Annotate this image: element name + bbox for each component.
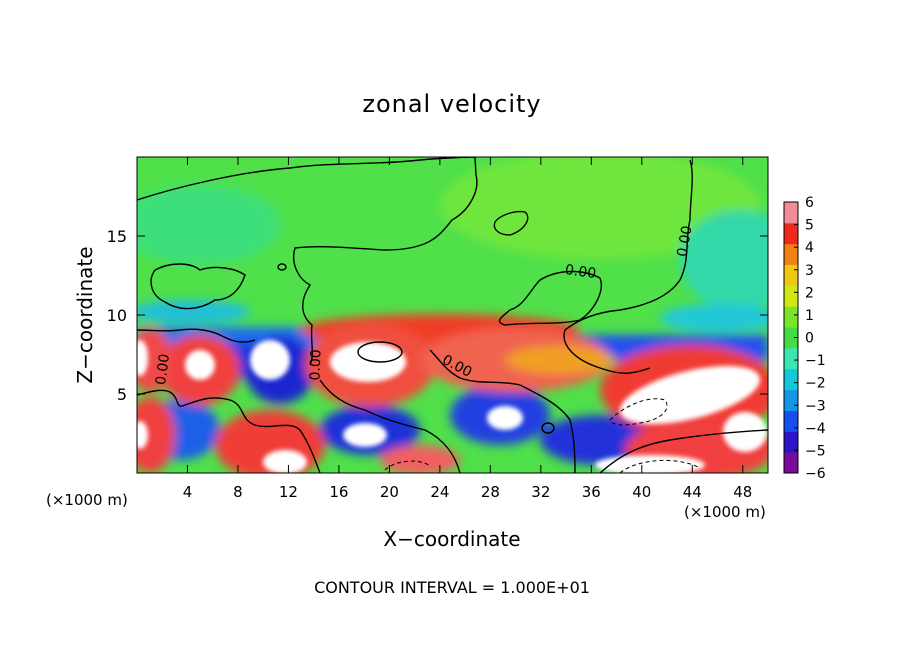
field-patch <box>595 455 705 473</box>
contour-line <box>357 341 403 363</box>
field-patch <box>619 365 761 425</box>
field-patch <box>137 340 148 376</box>
colorbar-tick-label: 5 <box>805 218 814 234</box>
contour-line <box>619 459 701 473</box>
field-patch <box>440 157 760 260</box>
x-tick-label: 44 <box>683 483 702 501</box>
x-tick-label: 4 <box>183 483 193 501</box>
contour-line <box>541 422 555 434</box>
field-patch <box>487 406 523 430</box>
plot-area: 0.00 0.00 0.00 0.00 0.00 <box>137 157 768 473</box>
colorbar-tick-label: −5 <box>805 443 826 459</box>
x-tick-label: 48 <box>733 483 752 501</box>
chart-title: zonal velocity <box>362 90 541 118</box>
x-tick-label: 16 <box>329 483 348 501</box>
x-axis: 4 8 12 16 20 24 28 32 36 40 44 48 <box>183 157 752 501</box>
colorbar-swatch <box>784 222 798 245</box>
field-patch <box>263 450 307 473</box>
colorbar-swatch <box>784 431 798 453</box>
colorbar-swatch <box>784 285 798 307</box>
field-patch <box>137 328 172 392</box>
contour-line <box>493 210 529 236</box>
contour-line <box>137 389 321 473</box>
colorbar-swatch <box>784 243 798 266</box>
colorbar-tick-label: −2 <box>805 376 826 392</box>
contour-line <box>498 270 602 326</box>
negative-contours <box>384 398 701 473</box>
x-tick-label: 40 <box>632 483 651 501</box>
field-patch <box>137 300 250 324</box>
y-tick-label: 5 <box>117 385 127 404</box>
contour-label: 0.00 <box>564 262 597 282</box>
contour-label: 0.00 <box>153 353 173 386</box>
y-axis-label: Z−coordinate <box>73 246 97 383</box>
colorbar-swatch <box>784 410 798 432</box>
x-tick-label: 12 <box>279 483 298 501</box>
field-patches <box>137 157 768 473</box>
colorbar-tick-label: −6 <box>805 466 826 482</box>
x-tick-label: 20 <box>380 483 399 501</box>
contour-line <box>137 157 478 366</box>
colorbar-swatch <box>784 327 798 349</box>
contour-line <box>277 263 287 271</box>
field-patch <box>185 350 215 380</box>
x-tick-label: 8 <box>233 483 243 501</box>
contour-line <box>429 349 576 473</box>
colorbar-tick-label: 1 <box>805 308 814 324</box>
y-tick-label: 10 <box>107 306 127 325</box>
colorbar-swatch <box>784 306 798 328</box>
contour-line <box>137 328 256 343</box>
field-patch <box>137 397 175 473</box>
field-patch <box>680 210 768 310</box>
contour-interval-note: CONTOUR INTERVAL = 1.000E+01 <box>314 578 590 597</box>
colorbar-swatch <box>784 389 798 411</box>
y-tick-label: 15 <box>107 227 127 246</box>
field-patch <box>137 185 280 265</box>
x-tick-label: 28 <box>481 483 500 501</box>
colorbar-swatch <box>784 202 798 224</box>
x-tick-label: 24 <box>430 483 449 501</box>
field-patch <box>505 346 615 374</box>
colorbar-tick-label: 0 <box>805 331 814 347</box>
colorbar-swatch <box>784 452 798 474</box>
x-unit-left: (×1000 m) <box>46 491 128 509</box>
field-patch <box>660 304 768 332</box>
contour-line <box>319 379 461 473</box>
saturated-patches <box>137 340 767 473</box>
zero-contours <box>137 157 768 473</box>
contour-line <box>150 263 246 310</box>
contour-line <box>563 159 693 374</box>
contour-label: 0.00 <box>307 349 324 381</box>
colorbar-tick-label: −4 <box>805 421 826 437</box>
x-tick-label: 32 <box>531 483 550 501</box>
colorbar-swatch <box>784 368 798 391</box>
contour-line <box>384 460 431 471</box>
colorbar-swatch <box>784 347 798 370</box>
colorbar-swatch <box>784 264 798 286</box>
colorbar-tick-label: −3 <box>805 398 826 414</box>
colorbar-tick-label: 6 <box>805 195 814 211</box>
contour-line <box>599 429 768 473</box>
colorbar-tick-label: 4 <box>805 240 814 256</box>
field-patch <box>137 421 148 449</box>
colorbar-tick-label: 2 <box>805 285 814 301</box>
field-patch <box>330 342 406 382</box>
x-axis-label: X−coordinate <box>383 527 520 551</box>
contour-line <box>609 398 668 426</box>
x-tick-label: 36 <box>582 483 601 501</box>
colorbar: 6 5 4 3 2 1 0 −1 −2 −3 −4 −5 −6 <box>783 195 826 482</box>
colorbar-tick-label: −1 <box>805 353 826 369</box>
contour-label: 0.00 <box>674 225 695 258</box>
colorbar-tick-label: 3 <box>805 263 814 279</box>
field-patch <box>343 423 387 447</box>
field-patch <box>250 340 290 380</box>
x-unit-right: (×1000 m) <box>684 503 766 521</box>
y-axis: 5 10 15 <box>107 227 768 404</box>
